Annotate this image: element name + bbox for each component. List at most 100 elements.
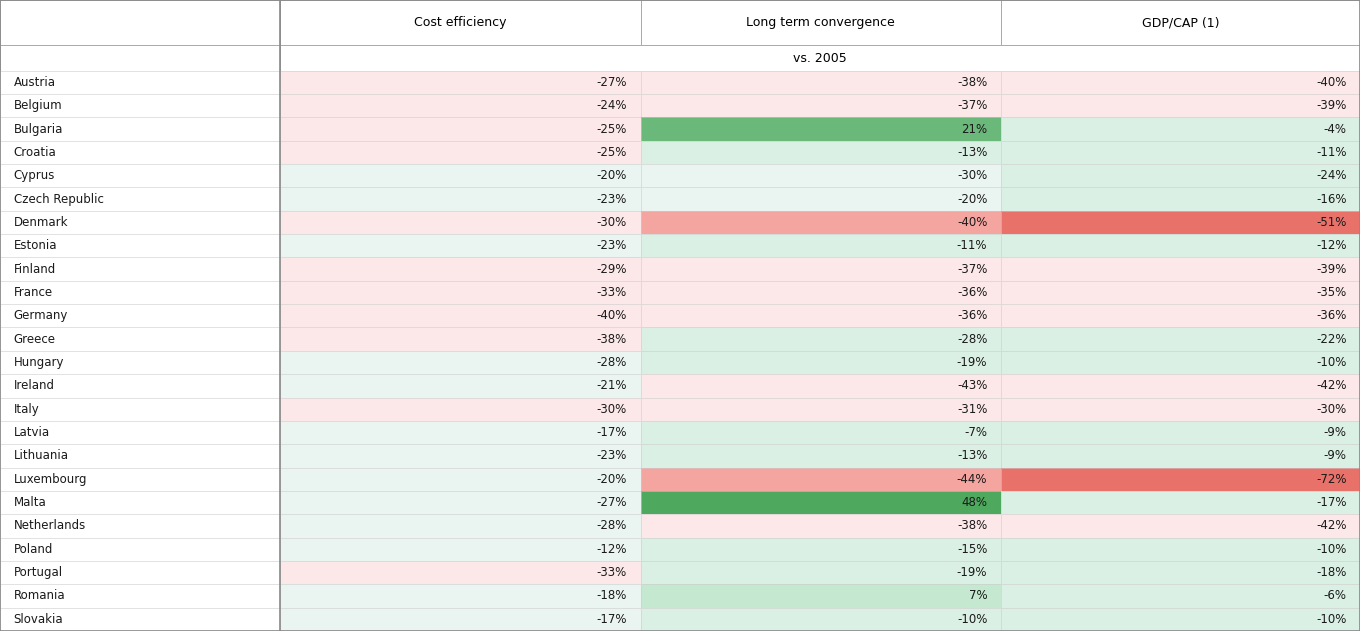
Bar <box>0 561 280 584</box>
Text: Greece: Greece <box>14 333 56 346</box>
Bar <box>641 468 1001 491</box>
Bar <box>280 211 641 234</box>
Bar <box>1001 514 1360 538</box>
Bar <box>0 257 280 281</box>
Bar <box>1001 211 1360 234</box>
Bar <box>0 561 280 584</box>
Bar <box>1001 187 1360 211</box>
Bar <box>641 374 1001 398</box>
Bar <box>280 374 641 398</box>
Bar <box>1001 71 1360 94</box>
Bar <box>641 211 1001 234</box>
Text: -7%: -7% <box>964 426 987 439</box>
Bar <box>280 351 641 374</box>
Bar <box>280 304 641 327</box>
Bar <box>280 234 641 257</box>
Bar <box>641 468 1001 491</box>
Bar <box>280 187 641 211</box>
Bar <box>641 608 1001 631</box>
Text: Belgium: Belgium <box>14 99 63 112</box>
Text: -20%: -20% <box>957 192 987 206</box>
Bar <box>1001 444 1360 468</box>
Bar <box>641 187 1001 211</box>
Bar <box>1001 117 1360 141</box>
Bar <box>0 187 280 211</box>
Bar <box>641 538 1001 561</box>
Bar <box>641 234 1001 257</box>
Bar <box>280 45 1360 71</box>
Bar <box>280 491 641 514</box>
Text: -37%: -37% <box>957 99 987 112</box>
Text: -10%: -10% <box>1316 613 1346 626</box>
Text: 21%: 21% <box>962 122 987 136</box>
Bar <box>280 398 641 421</box>
Bar <box>641 117 1001 141</box>
Text: -13%: -13% <box>957 449 987 463</box>
Bar <box>280 164 641 187</box>
Bar <box>0 304 280 327</box>
Bar <box>280 584 641 608</box>
Text: -40%: -40% <box>1316 76 1346 89</box>
Bar <box>0 468 280 491</box>
Bar <box>1001 0 1360 45</box>
Text: -33%: -33% <box>597 566 627 579</box>
Bar <box>280 584 641 608</box>
Bar <box>0 374 280 398</box>
Text: -18%: -18% <box>1316 566 1346 579</box>
Bar <box>1001 491 1360 514</box>
Bar <box>0 234 280 257</box>
Bar <box>0 491 280 514</box>
Bar <box>1001 561 1360 584</box>
Text: Cost efficiency: Cost efficiency <box>413 16 507 29</box>
Bar <box>280 538 641 561</box>
Bar <box>0 584 280 608</box>
Text: -28%: -28% <box>597 356 627 369</box>
Text: -31%: -31% <box>957 403 987 416</box>
Bar <box>1001 71 1360 94</box>
Bar <box>641 281 1001 304</box>
Bar <box>0 608 280 631</box>
Bar <box>1001 351 1360 374</box>
Text: -38%: -38% <box>597 333 627 346</box>
Bar <box>0 327 280 351</box>
Bar <box>0 45 280 71</box>
Bar <box>280 491 641 514</box>
Text: -29%: -29% <box>597 262 627 276</box>
Text: Latvia: Latvia <box>14 426 50 439</box>
Bar <box>0 94 280 117</box>
Text: Portugal: Portugal <box>14 566 63 579</box>
Text: -37%: -37% <box>957 262 987 276</box>
Text: Malta: Malta <box>14 496 46 509</box>
Bar <box>641 514 1001 538</box>
Text: vs. 2005: vs. 2005 <box>793 52 847 64</box>
Bar <box>641 94 1001 117</box>
Bar <box>1001 514 1360 538</box>
Bar <box>280 94 641 117</box>
Bar <box>0 0 280 45</box>
Bar <box>280 187 641 211</box>
Bar <box>1001 327 1360 351</box>
Bar <box>641 584 1001 608</box>
Bar <box>641 141 1001 164</box>
Text: Czech Republic: Czech Republic <box>14 192 103 206</box>
Bar <box>280 0 641 45</box>
Bar <box>641 351 1001 374</box>
Text: -40%: -40% <box>597 309 627 322</box>
Bar <box>641 327 1001 351</box>
Text: -17%: -17% <box>1316 496 1346 509</box>
Bar <box>280 468 641 491</box>
Bar <box>0 281 280 304</box>
Bar <box>0 141 280 164</box>
Bar <box>280 211 641 234</box>
Bar <box>641 164 1001 187</box>
Bar <box>641 304 1001 327</box>
Bar <box>0 117 280 141</box>
Text: -30%: -30% <box>597 216 627 229</box>
Text: -10%: -10% <box>1316 543 1346 556</box>
Text: -25%: -25% <box>597 122 627 136</box>
Text: Long term convergence: Long term convergence <box>747 16 895 29</box>
Bar <box>280 514 641 538</box>
Text: -72%: -72% <box>1316 473 1346 486</box>
Bar <box>280 304 641 327</box>
Bar <box>280 327 641 351</box>
